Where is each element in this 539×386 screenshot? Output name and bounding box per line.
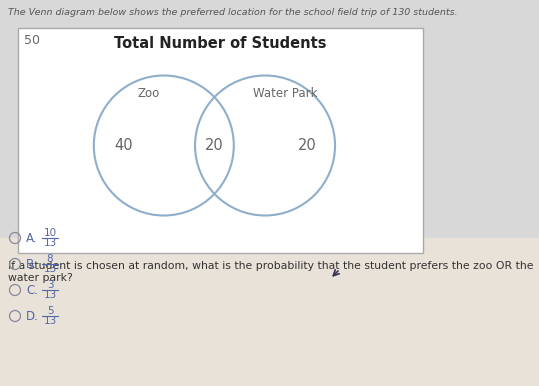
Text: 13: 13 bbox=[43, 290, 57, 300]
Text: The Venn diagram below shows the preferred location for the school field trip of: The Venn diagram below shows the preferr… bbox=[8, 8, 458, 17]
Text: A.: A. bbox=[26, 232, 38, 244]
Bar bbox=[18, 28, 423, 253]
Text: D.: D. bbox=[26, 310, 39, 322]
Bar bbox=[0, 238, 539, 386]
Text: B.: B. bbox=[26, 257, 38, 271]
Text: 10: 10 bbox=[44, 228, 57, 238]
Text: If a student is chosen at random, what is the probability that the student prefe: If a student is chosen at random, what i… bbox=[8, 261, 534, 283]
Text: 20: 20 bbox=[298, 138, 316, 153]
Text: C.: C. bbox=[26, 283, 38, 296]
Text: 50: 50 bbox=[24, 34, 40, 47]
Text: 20: 20 bbox=[205, 138, 224, 153]
Text: 13: 13 bbox=[43, 316, 57, 326]
Text: 5: 5 bbox=[47, 306, 53, 316]
Text: Zoo: Zoo bbox=[137, 87, 160, 100]
Text: 40: 40 bbox=[114, 138, 133, 153]
Text: Total Number of Students: Total Number of Students bbox=[114, 36, 327, 51]
Text: 13: 13 bbox=[43, 264, 57, 274]
Text: 13: 13 bbox=[43, 238, 57, 248]
Text: 3: 3 bbox=[47, 280, 53, 290]
Text: Water Park: Water Park bbox=[253, 87, 317, 100]
Text: 8: 8 bbox=[47, 254, 53, 264]
